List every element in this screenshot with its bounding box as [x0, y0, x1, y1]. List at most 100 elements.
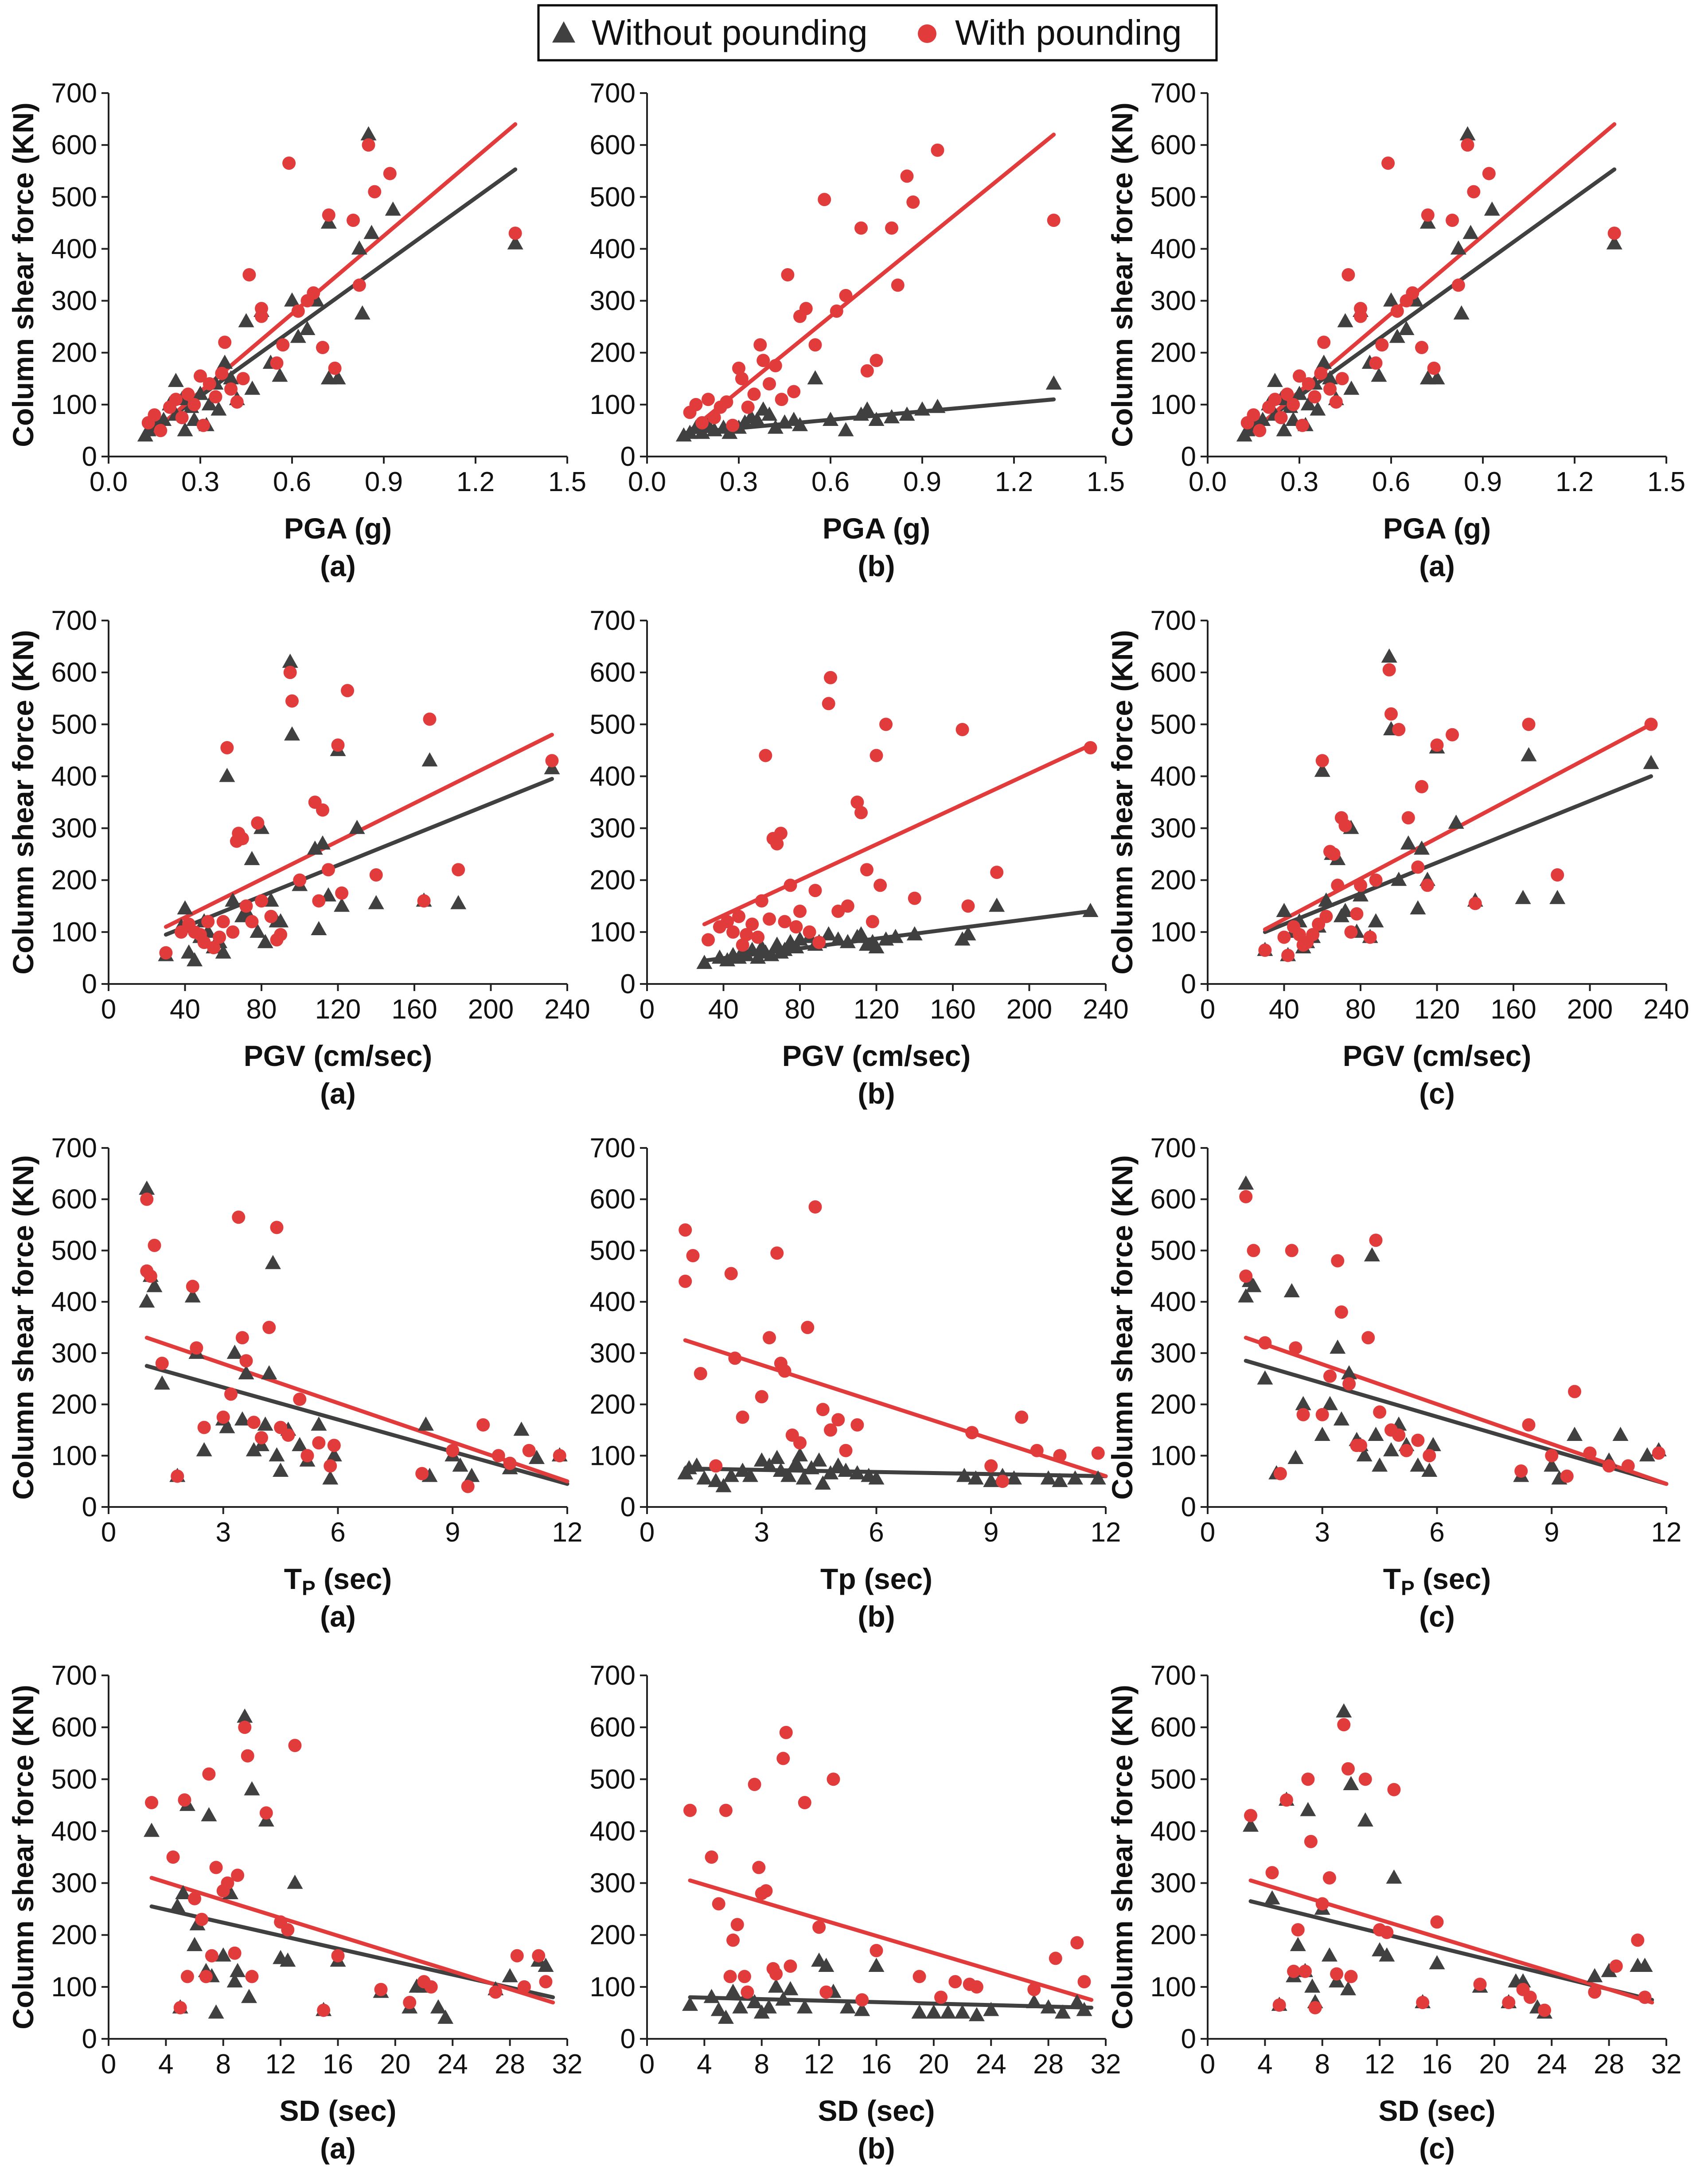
data-point-circle	[209, 1861, 223, 1874]
data-point-circle	[1295, 418, 1309, 432]
data-point-triangle	[201, 1807, 217, 1822]
y-tick-label: 400	[51, 761, 97, 792]
data-point-circle	[1315, 1408, 1329, 1421]
trend-line	[149, 1876, 555, 2005]
data-point-circle	[694, 1367, 707, 1381]
data-point-triangle	[853, 926, 869, 941]
x-tick-label: 20	[1479, 2049, 1509, 2080]
data-point-circle	[181, 387, 195, 401]
data-point-circle	[197, 1421, 211, 1434]
data-point-circle	[841, 899, 854, 913]
x-tick-label: 12	[804, 2049, 835, 2080]
x-tick-label: 28	[1033, 2049, 1064, 2080]
data-point-triangle	[261, 1365, 277, 1380]
data-point-triangle	[715, 1478, 732, 1492]
data-point-circle	[1047, 214, 1061, 227]
data-point-circle	[369, 868, 383, 882]
data-point-circle	[148, 408, 161, 422]
y-tick-label: 700	[51, 78, 97, 109]
data-point-circle	[171, 1469, 184, 1483]
x-axis-title: PGA (g)	[823, 512, 930, 545]
data-point-circle	[173, 2001, 187, 2014]
data-point-triangle	[1238, 1288, 1254, 1303]
data-point-circle	[1415, 341, 1428, 354]
data-point-circle	[166, 1850, 180, 1864]
data-point-circle	[553, 1449, 566, 1463]
y-axis-title: Column shear force (KN)	[7, 1155, 39, 1499]
data-point-triangle	[1040, 1470, 1057, 1485]
data-point-circle	[188, 1892, 202, 1905]
circle-icon	[918, 24, 936, 43]
data-point-triangle	[1368, 1427, 1384, 1441]
data-point-triangle	[1257, 1370, 1273, 1385]
data-point-circle	[752, 1861, 766, 1874]
data-point-circle	[1420, 878, 1434, 892]
data-point-circle	[288, 1739, 302, 1753]
data-point-circle	[908, 891, 921, 905]
data-point-triangle	[1082, 903, 1099, 917]
data-point-triangle	[1321, 1947, 1338, 1962]
data-point-circle	[1334, 1305, 1348, 1319]
data-point-triangle	[1006, 1470, 1022, 1485]
data-point-triangle	[1601, 1963, 1617, 1977]
y-tick-label: 600	[590, 130, 636, 160]
data-point-triangle	[1340, 1981, 1356, 1995]
data-point-circle	[1421, 208, 1435, 222]
data-point-triangle	[940, 2004, 956, 2019]
data-point-circle	[216, 1410, 230, 1424]
data-point-triangle	[192, 386, 208, 400]
data-point-circle	[331, 1949, 345, 1963]
data-point-circle	[194, 369, 207, 383]
legend: Without pounding With pounding	[537, 4, 1218, 62]
data-point-triangle	[1410, 900, 1426, 915]
x-tick-label: 200	[1567, 994, 1613, 1025]
chart-panel-4: 0 40 80 120 160 200 240 0 100 200 300 400 500 600 700 P…	[590, 605, 1129, 1110]
data-point-triangle	[307, 840, 323, 855]
data-point-triangle	[796, 1999, 813, 2014]
data-point-triangle	[887, 929, 904, 943]
data-point-triangle	[1337, 903, 1353, 917]
data-point-triangle	[1448, 814, 1464, 829]
chart-panel-0: 0.0 0.3 0.6 0.9 1.2 1.5 0 100 200 300 400 500 600 700…	[7, 78, 586, 582]
data-point-circle	[1331, 1254, 1345, 1268]
data-point-triangle	[1356, 1447, 1373, 1462]
data-point-triangle	[238, 1365, 254, 1380]
data-point-triangle	[175, 1885, 191, 1899]
data-point-triangle	[238, 313, 254, 328]
data-point-circle	[912, 1970, 926, 1983]
data-point-circle	[1273, 1467, 1287, 1480]
data-point-triangle	[854, 2002, 870, 2016]
data-point-triangle	[1462, 225, 1479, 239]
data-point-circle	[1502, 1996, 1516, 2009]
data-point-triangle	[818, 1958, 835, 1972]
data-point-circle	[293, 873, 307, 887]
data-point-circle	[209, 390, 222, 404]
data-point-triangle	[273, 1463, 289, 1477]
data-point-triangle	[906, 926, 923, 941]
data-point-circle	[213, 930, 226, 944]
data-point-triangle	[265, 1255, 281, 1269]
x-tick-label: 4	[1257, 2049, 1272, 2080]
data-point-circle	[317, 2003, 331, 2017]
data-point-triangle	[753, 2004, 770, 2019]
data-point-circle	[812, 936, 826, 949]
data-point-circle	[707, 411, 721, 425]
data-point-circle	[720, 395, 733, 409]
markers-with-pounding	[679, 1200, 1105, 1488]
data-point-triangle	[1372, 1457, 1388, 1472]
chart-panel-3: 0 40 80 120 160 200 240 0 100 200 300 400 500 600 700 P…	[7, 605, 590, 1110]
data-point-circle	[906, 195, 920, 209]
data-point-triangle	[538, 1958, 554, 1972]
data-point-circle	[759, 749, 772, 762]
data-point-circle	[1375, 338, 1389, 352]
x-tick-label: 1.5	[1647, 467, 1685, 497]
data-point-circle	[1401, 811, 1415, 825]
legend-label-with-pounding: With pounding	[955, 13, 1182, 52]
data-point-circle	[154, 424, 168, 437]
data-point-circle	[763, 912, 776, 926]
y-tick-label: 400	[51, 234, 97, 264]
y-tick-label: 0	[620, 2024, 636, 2054]
panel-label: (c)	[1419, 1600, 1455, 1633]
data-point-circle	[1482, 167, 1496, 180]
data-point-triangle	[1336, 1703, 1352, 1717]
